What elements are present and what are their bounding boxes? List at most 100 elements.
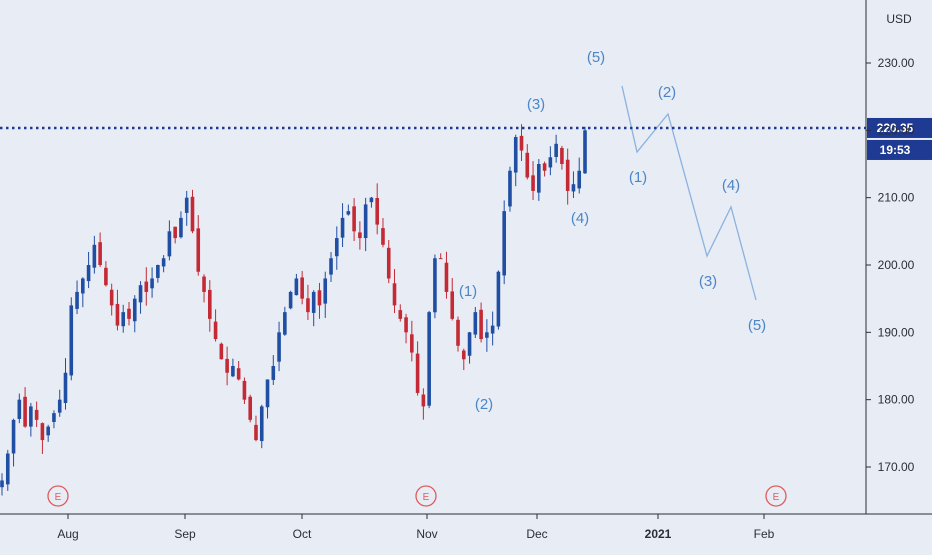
candle <box>375 183 379 235</box>
candle <box>513 134 518 187</box>
candle <box>184 190 189 226</box>
candle-body <box>444 262 449 292</box>
candle <box>502 200 506 285</box>
candle-body <box>132 298 137 322</box>
candle-body <box>69 305 74 376</box>
candle <box>75 280 79 315</box>
wave-label-forecast: (5) <box>748 317 766 334</box>
candle <box>352 198 356 241</box>
candle <box>127 302 131 326</box>
candle <box>508 166 512 212</box>
candle-body <box>271 366 276 380</box>
candle <box>265 379 270 419</box>
candle-body <box>317 290 322 306</box>
candle <box>138 281 143 314</box>
time-tick-label: Oct <box>293 527 312 541</box>
candle-body <box>11 419 16 454</box>
price-tick-label: 210.00 <box>878 191 915 205</box>
price-tick-label: 190.00 <box>878 325 915 339</box>
candle <box>144 267 149 306</box>
candle-body <box>259 406 264 442</box>
candle <box>450 278 455 321</box>
earnings-marker[interactable]: E <box>47 485 69 507</box>
candle-body <box>421 394 426 407</box>
candle-body <box>358 232 362 239</box>
candle <box>456 316 460 352</box>
candle-body <box>23 396 27 427</box>
forecast-layer <box>621 85 757 301</box>
candle <box>548 146 553 176</box>
candle <box>485 319 489 352</box>
candle <box>421 388 426 420</box>
wave-label-actual: (1) <box>459 283 477 300</box>
candle <box>0 473 4 496</box>
candle-body <box>438 258 443 260</box>
candle <box>554 134 558 163</box>
wave-label-actual: (5) <box>587 49 605 66</box>
time-tick-label: Nov <box>416 527 437 541</box>
candle-body <box>236 368 241 380</box>
earnings-marker-label: E <box>773 492 780 503</box>
candle-body <box>208 289 212 319</box>
candle <box>398 304 403 322</box>
candle <box>490 311 495 346</box>
candle-body <box>34 409 39 420</box>
candle <box>46 424 50 442</box>
candle <box>565 148 570 205</box>
candle <box>17 393 22 424</box>
candle-body <box>265 379 270 408</box>
candle <box>196 215 201 276</box>
candle-body <box>104 267 108 286</box>
candle-body <box>115 303 120 326</box>
candle-body <box>560 147 564 164</box>
candle <box>323 271 328 318</box>
candle-body <box>531 175 535 191</box>
candle <box>40 422 45 454</box>
candle <box>496 270 501 330</box>
time-tick-label: Feb <box>754 527 775 541</box>
earnings-marker-circle <box>765 485 787 507</box>
candle-body <box>277 332 281 362</box>
candle-body <box>456 319 460 346</box>
candle-body <box>490 325 495 334</box>
wave-label-forecast: (2) <box>658 84 676 101</box>
candle <box>444 251 449 299</box>
candle <box>369 196 374 208</box>
candle <box>219 342 224 360</box>
candle <box>236 360 241 381</box>
earnings-marker[interactable]: E <box>415 485 437 507</box>
candle <box>473 307 478 338</box>
wave-label-forecast: (1) <box>629 169 647 186</box>
candle-body <box>427 312 431 406</box>
last-price-line-layer: 220.35 19:53 <box>0 117 932 160</box>
candle-body <box>150 278 154 289</box>
candle <box>225 346 229 386</box>
candle <box>173 226 177 244</box>
price-tick-label: 180.00 <box>878 393 915 407</box>
candle-body <box>496 271 501 327</box>
candle <box>248 394 253 423</box>
time-tick-label: 2021 <box>645 527 672 541</box>
candle-body <box>167 231 172 257</box>
last-price-badge <box>867 117 932 138</box>
candle-body <box>392 283 397 306</box>
candle-body <box>571 184 576 192</box>
price-tick-label: 230.00 <box>878 56 915 70</box>
candle-body <box>381 228 385 245</box>
candle <box>415 341 420 396</box>
candle-body <box>473 312 478 335</box>
candle-body <box>300 277 304 299</box>
earnings-marker[interactable]: E <box>765 485 787 507</box>
candles-layer <box>0 124 587 496</box>
candle <box>69 297 74 381</box>
candle-body <box>329 258 333 275</box>
candle-body <box>323 278 328 304</box>
candle <box>115 289 120 331</box>
candle-body <box>415 353 420 393</box>
time-tick-label: Dec <box>526 527 547 541</box>
candle <box>213 309 218 342</box>
candle <box>479 302 483 343</box>
candle-body <box>144 281 149 292</box>
